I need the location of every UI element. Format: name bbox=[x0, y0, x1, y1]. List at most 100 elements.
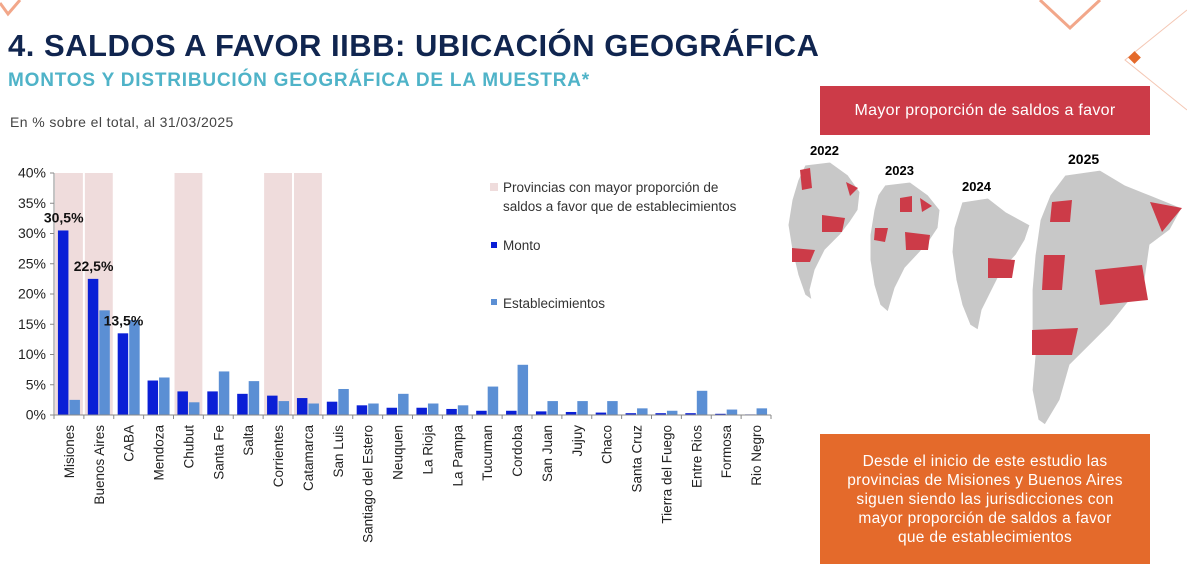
bar-establecimientos bbox=[487, 386, 499, 415]
x-axis: Misiones Buenos Aires CABA Mendoza Chubut San… bbox=[53, 414, 772, 543]
legend-highlight-label-line2: saldos a favor que de establecimientos bbox=[503, 199, 737, 214]
x-category-label: Salta bbox=[241, 425, 256, 456]
x-category-label: Formosa bbox=[719, 425, 734, 479]
bars bbox=[57, 230, 768, 415]
bar-monto bbox=[177, 391, 188, 415]
bar-establecimientos bbox=[696, 390, 708, 415]
map-2023-region bbox=[905, 232, 930, 250]
map-year-label: 2023 bbox=[885, 163, 914, 178]
conclusion-line: provincias de Misiones y Buenos Aires bbox=[847, 471, 1123, 489]
map-2024: 2024 bbox=[951, 179, 1031, 331]
x-category-label: Jujuy bbox=[570, 425, 585, 457]
bar-monto bbox=[87, 278, 99, 415]
y-tick-label: 15% bbox=[18, 316, 46, 332]
y-tick-label: 0% bbox=[26, 407, 46, 423]
conclusion-line: Desde el inicio de este estudio las bbox=[862, 452, 1108, 470]
bar-chart: 0% 5% 10% 15% 20% 25% 30% 35% 40% 30,5% 22,5% 13,5… bbox=[18, 165, 772, 543]
bar-monto bbox=[565, 411, 577, 415]
x-category-label: Chaco bbox=[600, 425, 615, 464]
x-category-label: Chubut bbox=[181, 425, 196, 469]
bar-establecimientos bbox=[457, 405, 469, 415]
bar-establecimientos bbox=[278, 401, 290, 415]
bar-establecimientos bbox=[547, 401, 558, 415]
map-2022: 2022 bbox=[787, 143, 861, 302]
bar-monto bbox=[326, 401, 338, 415]
map-2023-shape bbox=[869, 181, 941, 313]
bar-establecimientos bbox=[69, 399, 80, 415]
bar-monto bbox=[446, 408, 457, 415]
chart-legend: Provincias con mayor proporción de saldo… bbox=[490, 180, 737, 311]
map-2022-region bbox=[822, 215, 845, 232]
x-category-label: Buenos Aires bbox=[92, 425, 107, 505]
page-subtitle: MONTOS Y DISTRIBUCIÓN GEOGRÁFICA DE LA M… bbox=[8, 70, 590, 91]
bar-establecimientos bbox=[398, 393, 409, 415]
bar-establecimientos bbox=[368, 403, 379, 415]
page-title: 4. SALDOS A FAVOR IIBB: UBICACIÓN GEOGRÁ… bbox=[8, 28, 820, 63]
y-tick-label: 25% bbox=[18, 255, 46, 271]
x-category-label: Santiago del Estero bbox=[361, 425, 376, 543]
bar-establecimientos bbox=[338, 388, 349, 415]
bar-establecimientos bbox=[577, 401, 588, 415]
bar-establecimientos bbox=[427, 403, 439, 415]
proportion-badge: Mayor proporción de saldos a favor bbox=[820, 86, 1150, 135]
map-2023-region bbox=[900, 196, 912, 212]
bar-establecimientos bbox=[726, 409, 738, 415]
map-year-label: 2025 bbox=[1068, 151, 1099, 167]
bar-monto bbox=[476, 410, 487, 415]
map-2025-region bbox=[1095, 265, 1148, 305]
x-category-label: Tierra del Fuego bbox=[659, 425, 674, 524]
bar-establecimientos bbox=[637, 408, 648, 415]
bar-establecimientos bbox=[756, 408, 768, 415]
bar-establecimientos bbox=[188, 402, 200, 415]
y-tick-label: 5% bbox=[26, 376, 46, 392]
bar-monto bbox=[57, 230, 69, 415]
x-category-label: Neuquen bbox=[391, 425, 406, 480]
x-category-label: CABA bbox=[122, 425, 137, 462]
map-2025-region bbox=[1150, 202, 1182, 232]
legend-highlight-label-line1: Provincias con mayor proporción de bbox=[503, 180, 718, 195]
legend-monto-label: Monto bbox=[503, 238, 541, 253]
map-year-label: 2024 bbox=[962, 179, 992, 194]
bar-establecimientos bbox=[159, 377, 170, 415]
bar-establecimientos bbox=[308, 403, 319, 415]
bar-monto bbox=[655, 413, 666, 415]
highlight-band bbox=[264, 173, 292, 415]
x-category-label: Santa Fe bbox=[211, 425, 226, 480]
map-2022-region bbox=[800, 168, 812, 190]
y-tick-label: 10% bbox=[18, 346, 46, 362]
bar-monto bbox=[296, 398, 308, 415]
x-category-label: San Juan bbox=[540, 425, 555, 482]
map-2023-region bbox=[920, 198, 932, 212]
x-category-label: Misiones bbox=[62, 425, 77, 479]
x-category-label: Catamarca bbox=[301, 425, 316, 492]
bar-monto bbox=[416, 407, 427, 415]
conclusion-line: mayor proporción de saldos a favor bbox=[858, 509, 1112, 527]
legend-highlight-swatch bbox=[490, 183, 498, 191]
map-2022-region bbox=[846, 182, 858, 196]
conclusion-line: que de establecimientos bbox=[897, 528, 1073, 546]
data-label: 22,5% bbox=[74, 258, 114, 274]
map-2025-region bbox=[1050, 200, 1072, 222]
orange-diamond bbox=[1128, 51, 1141, 64]
bar-establecimientos bbox=[248, 381, 260, 415]
chart-note: En % sobre el total, al 31/03/2025 bbox=[10, 114, 234, 130]
y-tick-label: 40% bbox=[18, 165, 46, 181]
bar-monto bbox=[625, 413, 637, 415]
bar-monto bbox=[685, 413, 696, 415]
y-axis: 0% 5% 10% 15% 20% 25% 30% 35% 40% bbox=[18, 165, 55, 423]
legend-establecimientos-swatch bbox=[491, 299, 497, 305]
x-category-label: La Pampa bbox=[450, 425, 465, 487]
bar-monto bbox=[715, 413, 726, 415]
map-2025-region bbox=[1042, 255, 1065, 290]
data-labels: 30,5% 22,5% 13,5% bbox=[44, 209, 144, 328]
bar-establecimientos bbox=[607, 401, 618, 415]
map-2023-region bbox=[874, 228, 888, 242]
map-2024-region bbox=[988, 258, 1015, 278]
bar-monto bbox=[506, 410, 517, 415]
bar-establecimientos bbox=[666, 410, 678, 415]
y-tick-label: 35% bbox=[18, 195, 46, 211]
bar-monto bbox=[535, 411, 547, 415]
legend-establecimientos-label: Establecimientos bbox=[503, 296, 605, 311]
bar-monto bbox=[117, 333, 129, 415]
